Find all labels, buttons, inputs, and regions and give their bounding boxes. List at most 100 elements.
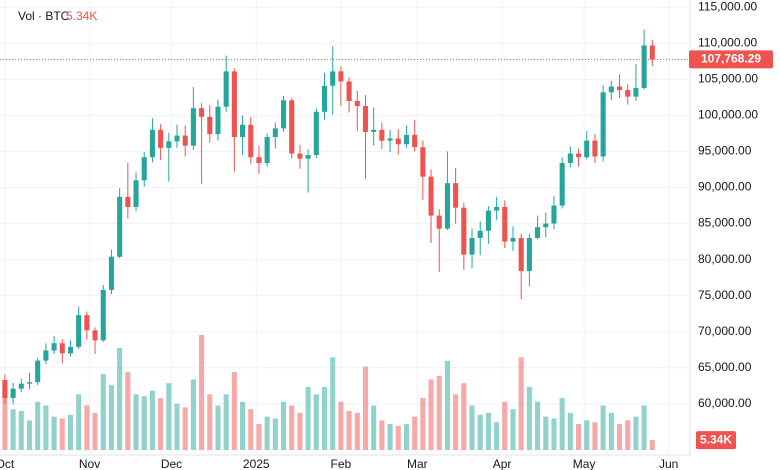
candle-body	[379, 129, 385, 141]
candle-body	[280, 100, 287, 129]
candle-body	[289, 100, 295, 154]
volume-bar	[272, 418, 278, 450]
volume-bar	[190, 379, 196, 450]
candle-body	[141, 157, 147, 181]
y-tick-label: 65,000.00	[698, 360, 752, 374]
volume-bar	[338, 401, 344, 450]
x-tick-label: Jun	[659, 457, 678, 470]
volume-bar	[321, 386, 328, 450]
volume-bar	[280, 401, 287, 450]
candle-body	[420, 147, 426, 177]
volume-bar	[371, 405, 377, 450]
candle-body	[641, 45, 647, 88]
x-tick-label: 2025	[243, 457, 270, 470]
candle-body	[477, 230, 483, 238]
candle-body	[305, 155, 311, 159]
volume-bar	[43, 405, 49, 450]
y-tick-label: 100,000.00	[698, 108, 758, 122]
volume-bar	[108, 385, 114, 450]
candle-body	[338, 71, 344, 82]
candle-body	[35, 360, 41, 383]
x-tick-label: Oct	[0, 457, 15, 470]
candle-body	[535, 227, 541, 238]
volume-bar	[526, 386, 532, 450]
volume-bar	[207, 394, 213, 450]
x-tick-label: Feb	[331, 457, 352, 470]
candle-body	[371, 129, 377, 132]
candle-body	[256, 157, 262, 163]
candle-body	[330, 71, 336, 86]
candle-body	[592, 140, 598, 157]
volume-bar	[453, 394, 459, 450]
volume-bar	[551, 418, 557, 450]
candle-body	[100, 289, 106, 341]
candle-body	[76, 315, 82, 347]
y-tick-label: 105,000.00	[698, 71, 758, 85]
candle-body	[412, 134, 418, 148]
volume-bar	[240, 401, 246, 450]
candle-body	[18, 383, 24, 389]
last-volume-box	[696, 431, 736, 450]
volume-bar	[84, 405, 90, 450]
candle-body	[461, 207, 467, 255]
candle-body	[231, 71, 237, 138]
volume-bar	[510, 409, 516, 450]
volume-bar	[576, 424, 582, 450]
candle-body	[297, 153, 303, 159]
volume-value: 5.34K	[66, 9, 97, 23]
y-tick-label: 95,000.00	[698, 144, 752, 158]
volume-bar	[387, 424, 393, 450]
candle-body	[518, 237, 524, 272]
candle-body	[608, 86, 614, 93]
volume-bar	[313, 394, 319, 450]
volume-bar	[518, 357, 524, 450]
volume-bar	[436, 375, 442, 450]
candle-body	[567, 153, 573, 163]
candle-body	[362, 106, 369, 132]
volume-bar	[174, 403, 180, 450]
volume-bar	[584, 420, 590, 450]
volume-bar	[18, 411, 24, 450]
volume-pane	[2, 335, 655, 450]
volume-bar	[412, 416, 418, 450]
candle-body	[158, 129, 164, 148]
volume-bar	[461, 383, 467, 450]
candle-body	[174, 135, 180, 142]
candle-body	[649, 45, 655, 60]
y-tick-label: 75,000.00	[698, 288, 752, 302]
candle-body	[272, 128, 278, 138]
volume-bar	[502, 401, 508, 450]
candle-body	[526, 237, 532, 272]
candle-body	[543, 223, 549, 228]
volume-bar	[297, 412, 303, 450]
volume-bar	[354, 412, 360, 450]
candle-body	[92, 330, 98, 341]
volume-bar	[600, 405, 606, 450]
x-tick-label: May	[573, 457, 596, 470]
candle-body	[10, 388, 16, 399]
volume-bar	[264, 416, 270, 450]
volume-bar	[494, 422, 500, 450]
volume-bar	[567, 412, 573, 450]
volume-bar	[199, 335, 205, 450]
volume-bar	[100, 373, 106, 450]
volume-bar	[2, 398, 8, 450]
candle-body	[428, 176, 434, 216]
volume-title: Vol · BTC	[18, 9, 70, 23]
y-tick-label: 90,000.00	[698, 180, 752, 194]
volume-bar	[305, 386, 311, 450]
volume-bar	[10, 409, 16, 450]
candle-body	[84, 315, 90, 331]
candle-body	[633, 87, 639, 97]
candle-body	[576, 153, 582, 158]
volume-bar	[141, 396, 147, 450]
candle-body	[199, 108, 205, 117]
y-tick-label: 110,000.00	[698, 35, 757, 49]
volume-bar	[289, 405, 295, 450]
volume-bar	[485, 412, 491, 450]
candle-body	[625, 90, 631, 97]
volume-bar	[535, 401, 541, 450]
x-tick-label: Mar	[407, 457, 428, 470]
candle-body	[403, 134, 410, 145]
volume-bar	[149, 390, 155, 450]
